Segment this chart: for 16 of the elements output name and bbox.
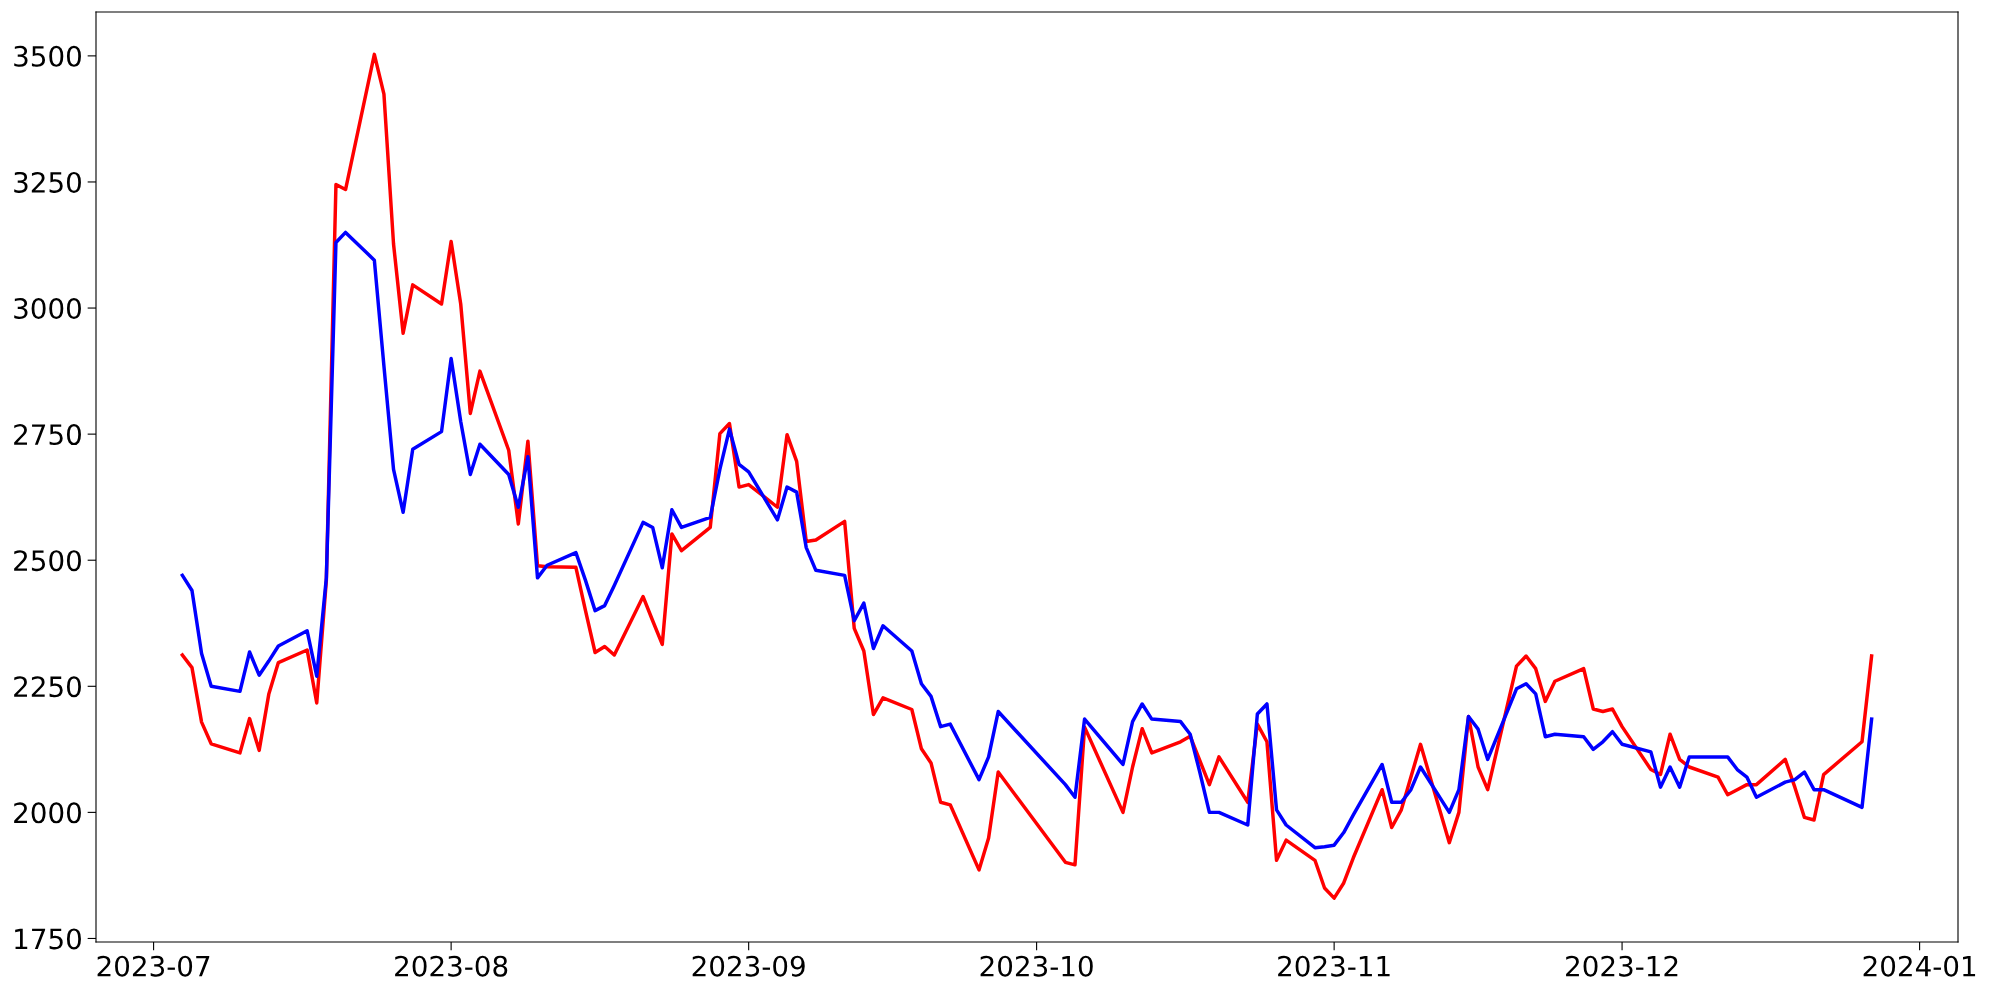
- x-tick-label: 2023-11: [1278, 955, 1390, 977]
- x-tick-label: 2024-01: [1863, 955, 1976, 977]
- x-tick-label: 2023-07: [97, 955, 210, 977]
- line-series: [180, 230, 1874, 850]
- y-tick-label: 2750: [14, 424, 81, 446]
- x-tick-label: 2023-09: [692, 955, 805, 977]
- y-tick-label: 3000: [14, 297, 81, 319]
- y-tick-label: 2250: [14, 676, 81, 698]
- x-tick-label: 2023-08: [395, 955, 508, 977]
- y-tick-label: 3500: [14, 45, 81, 67]
- y-tick-label: 1750: [15, 928, 81, 950]
- x-tick-label: 2023-10: [980, 955, 1093, 977]
- y-tick-label: 2000: [14, 802, 81, 824]
- y-tick-label: 3250: [14, 171, 81, 193]
- x-tick-label: 2023-12: [1566, 955, 1678, 977]
- y-tick-label: 2500: [14, 550, 81, 572]
